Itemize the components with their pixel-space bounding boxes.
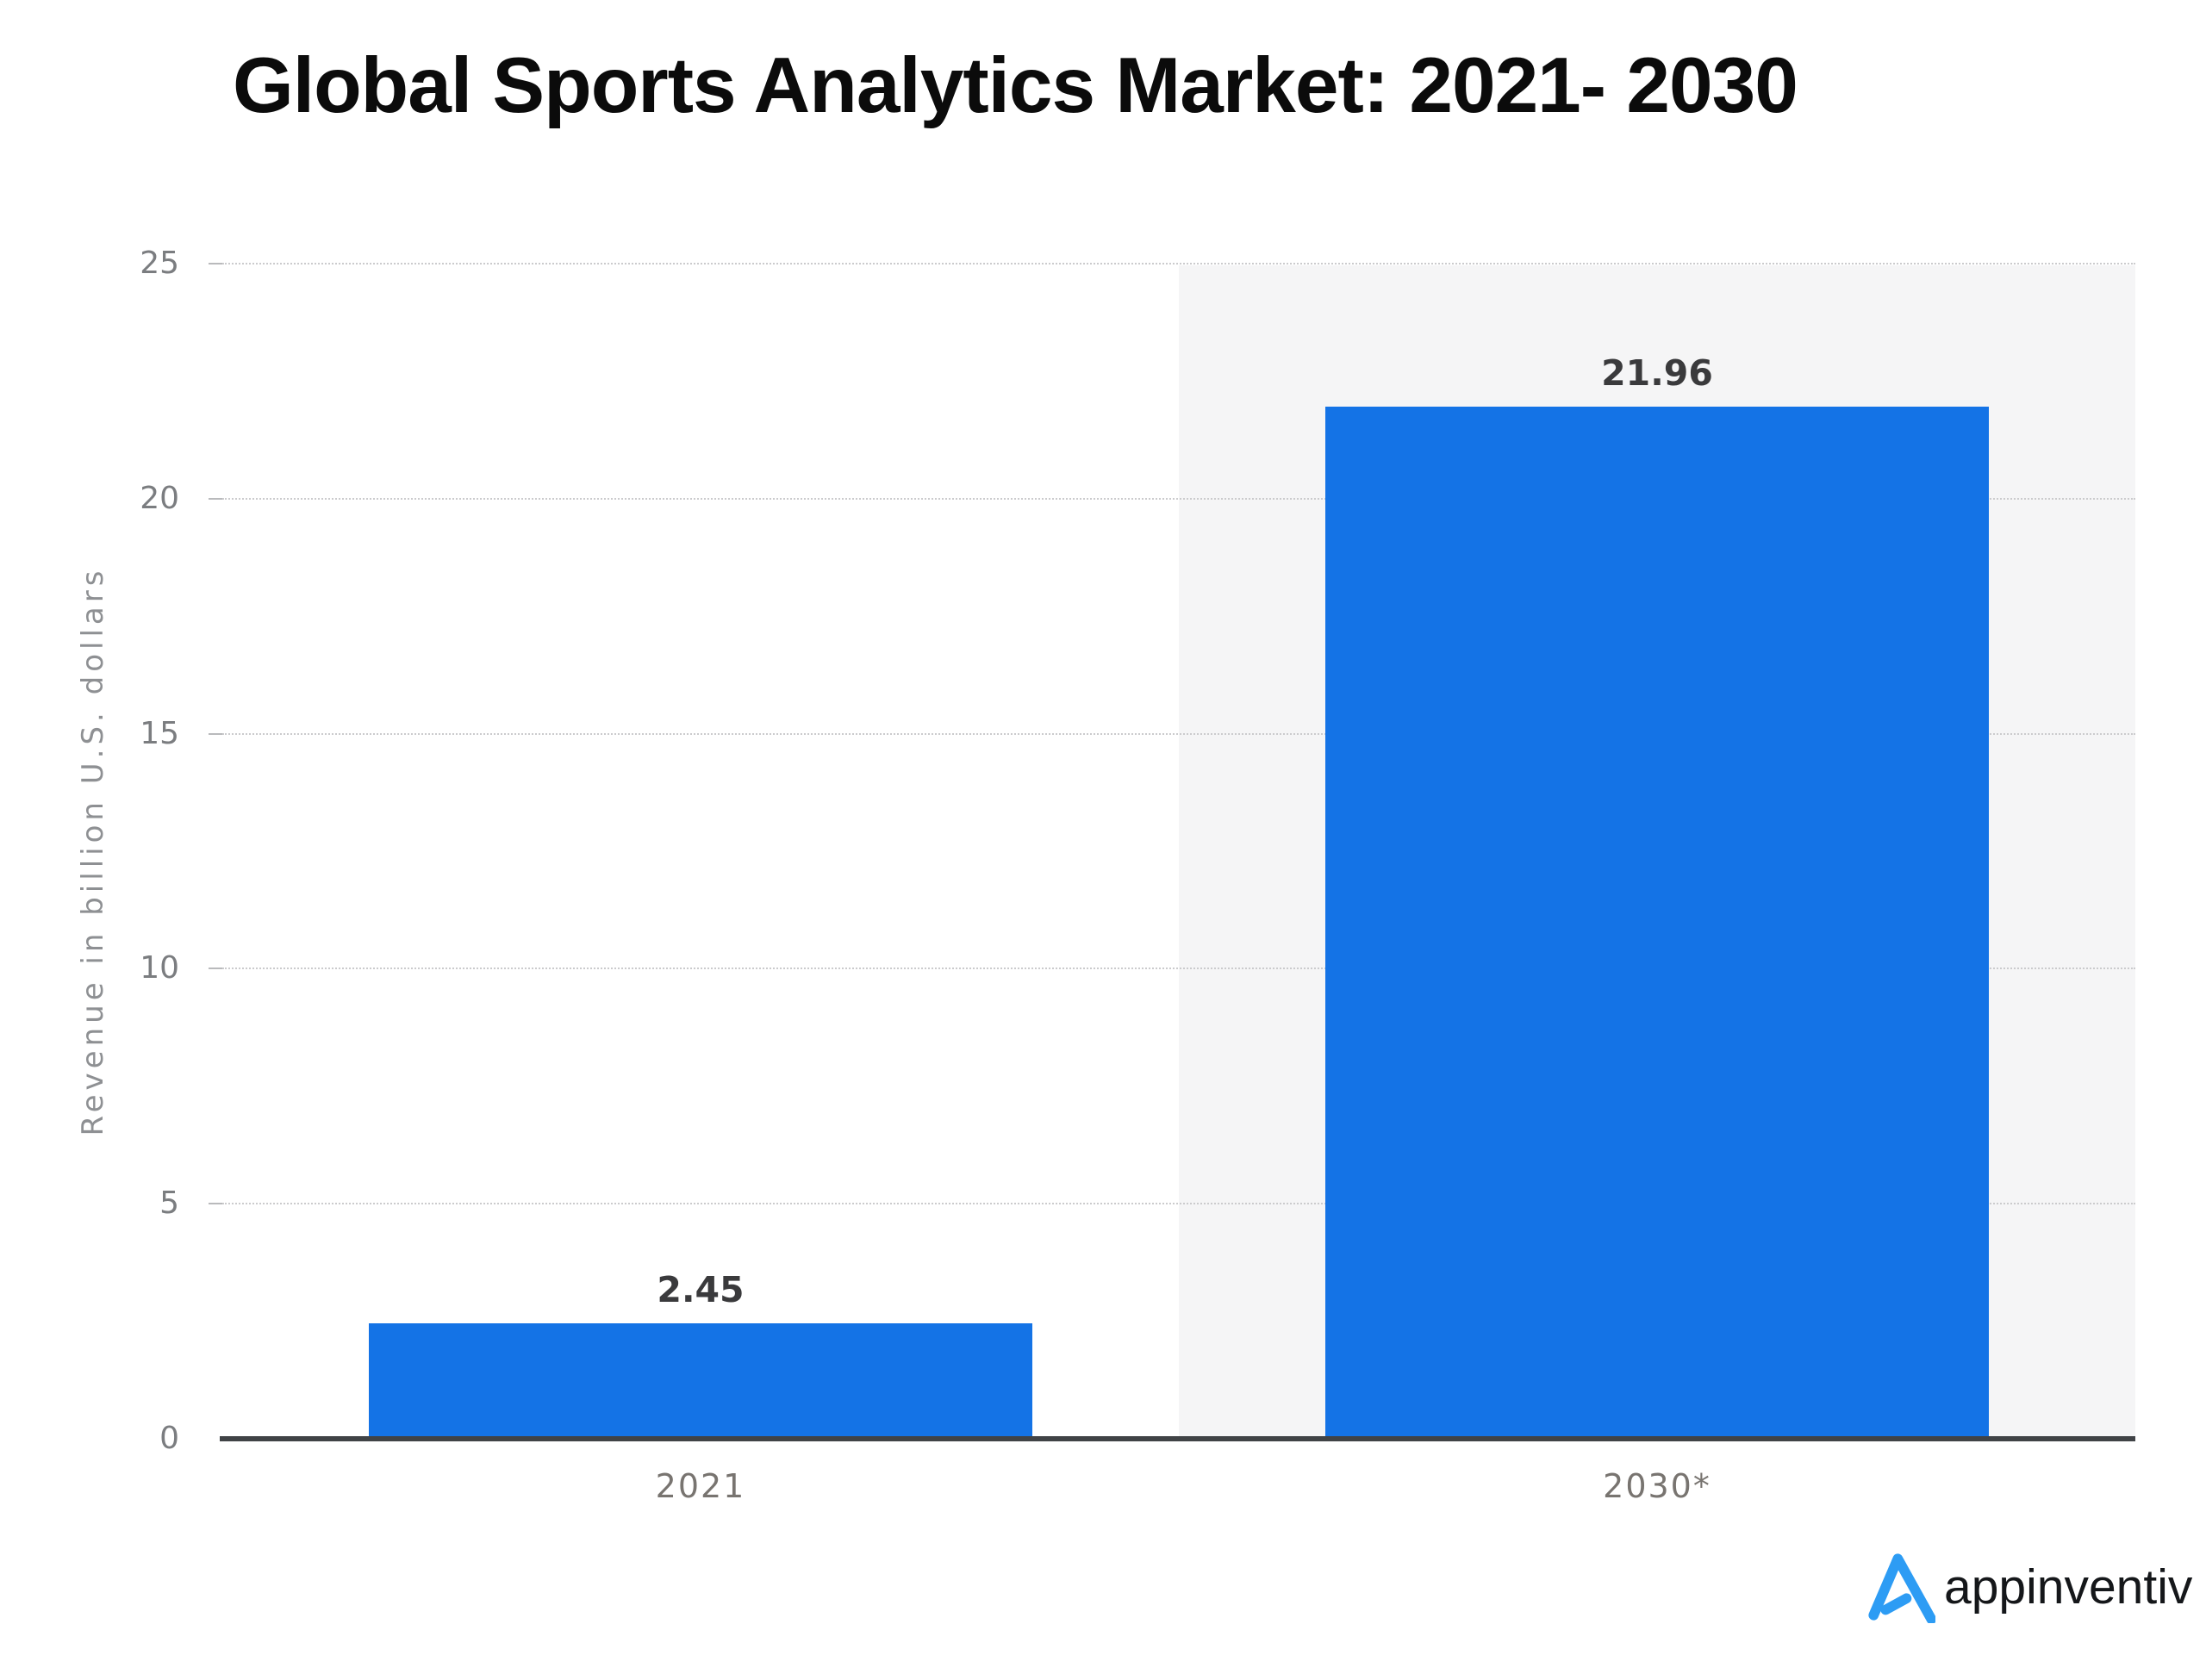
chart-title: Global Sports Analytics Market: 2021- 20… [233,42,1798,129]
bar [1325,406,1989,1439]
appinventiv-logo-icon [1868,1553,1935,1623]
bar [369,1323,1032,1439]
y-tick-mark [209,968,222,970]
y-tick-label: 20 [140,480,179,516]
y-tick-mark [209,732,222,735]
gridline [209,1203,2135,1205]
y-tick-mark [209,1203,222,1205]
value-label: 21.96 [1601,352,1713,394]
gridline [209,263,2135,264]
gridline [209,497,2135,500]
plot-area: 0 5 10 15 20 25 2.45 21.96 2021 2030* [140,248,2135,1503]
appinventiv-logo-text: appinventiv [1944,1559,2193,1615]
y-tick-mark [209,497,222,500]
y-tick-label: 15 [140,715,179,751]
x-tick-label: 2030* [1603,1467,1711,1505]
y-tick-label: 5 [159,1185,179,1222]
y-tick-label: 10 [140,950,179,986]
x-axis-line [220,1436,2135,1441]
y-tick-label: 0 [159,1421,179,1456]
gridline [209,732,2135,735]
y-tick-label: 25 [140,246,179,281]
x-tick-label: 2021 [655,1467,746,1505]
y-axis-title: Revenue in billion U.S. dollars [76,566,110,1136]
value-label: 2.45 [657,1269,745,1311]
appinventiv-logo: appinventiv [1868,1551,2192,1623]
gridline [209,968,2135,970]
y-tick-mark [209,263,222,264]
